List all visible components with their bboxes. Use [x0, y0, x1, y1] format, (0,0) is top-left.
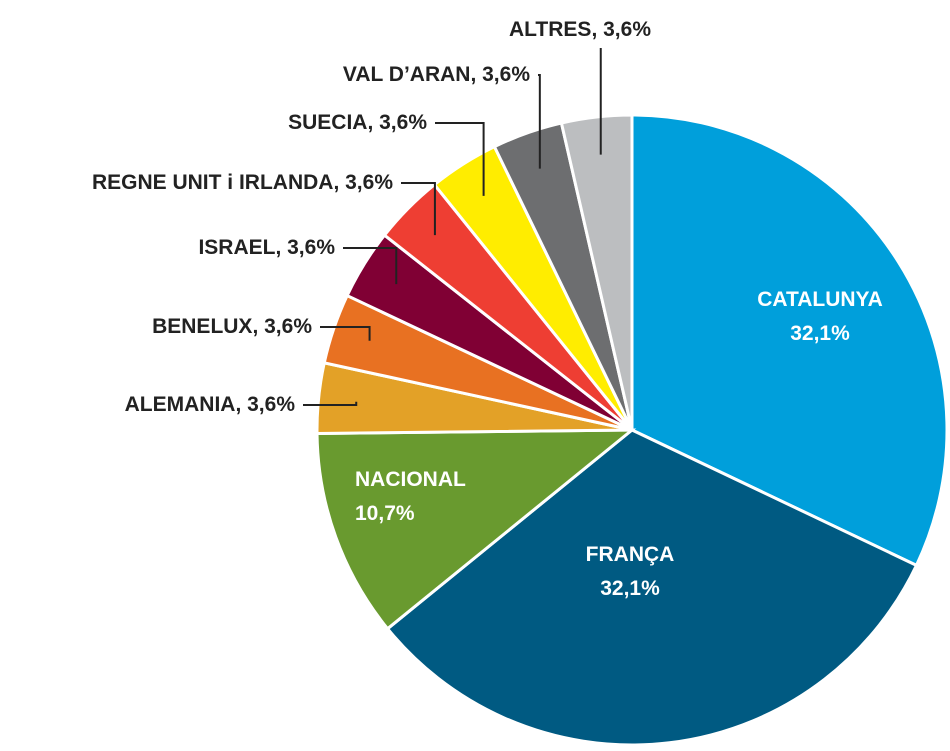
separator: , — [470, 63, 482, 86]
slice-label: FRANÇA 32,1% — [586, 543, 675, 600]
value-label: 3,6% — [247, 393, 295, 416]
slice-label: VAL D’ARAN, 3,6% — [343, 63, 530, 86]
leader-line — [303, 401, 358, 406]
value-label: 32,1% — [790, 322, 850, 345]
slice-label: CATALUNYA 32,1% — [757, 288, 883, 345]
separator: , — [591, 18, 603, 41]
leader-line — [435, 122, 485, 196]
value-label: 10,7% — [355, 502, 415, 525]
category-label: ISRAEL — [198, 236, 275, 259]
slice-label: ALEMANIA, 3,6% — [125, 393, 296, 416]
separator: , — [367, 111, 379, 134]
category-label: ALEMANIA — [125, 393, 236, 416]
separator: , — [333, 171, 345, 194]
slice-label: SUECIA, 3,6% — [288, 111, 427, 134]
leader-line — [401, 182, 436, 236]
category-label: ALTRES — [509, 18, 591, 41]
value-label: 3,6% — [287, 236, 335, 259]
leader-line — [320, 326, 371, 341]
value-label: 3,6% — [482, 63, 530, 86]
category-label: VAL D’ARAN — [343, 63, 471, 86]
slice-label: ISRAEL, 3,6% — [198, 236, 335, 259]
pie-slice — [385, 428, 919, 747]
pie-slice — [630, 113, 949, 568]
value-label: 3,6% — [264, 315, 312, 338]
pie-slice — [315, 428, 637, 631]
separator: , — [275, 236, 287, 259]
separator: , — [252, 315, 264, 338]
slice-label: REGNE UNIT i IRLANDA, 3,6% — [92, 171, 393, 194]
category-label: BENELUX — [152, 315, 252, 338]
category-label: FRANÇA — [586, 543, 675, 566]
category-label: REGNE UNIT i IRLANDA — [92, 171, 334, 194]
category-label: NACIONAL — [355, 468, 466, 491]
value-label: 3,6% — [379, 111, 427, 134]
slice-label: NACIONAL 10,7% — [355, 468, 466, 525]
slice-label: BENELUX, 3,6% — [152, 315, 312, 338]
leader-line — [343, 247, 398, 285]
separator: , — [235, 393, 247, 416]
leader-line — [538, 74, 541, 169]
category-label: SUECIA — [288, 111, 367, 134]
category-label: CATALUNYA — [757, 288, 883, 311]
slice-label: ALTRES, 3,6% — [509, 18, 651, 41]
value-label: 3,6% — [345, 171, 393, 194]
pie-slice — [559, 113, 634, 431]
value-label: 3,6% — [603, 18, 651, 41]
value-label: 32,1% — [600, 577, 660, 600]
